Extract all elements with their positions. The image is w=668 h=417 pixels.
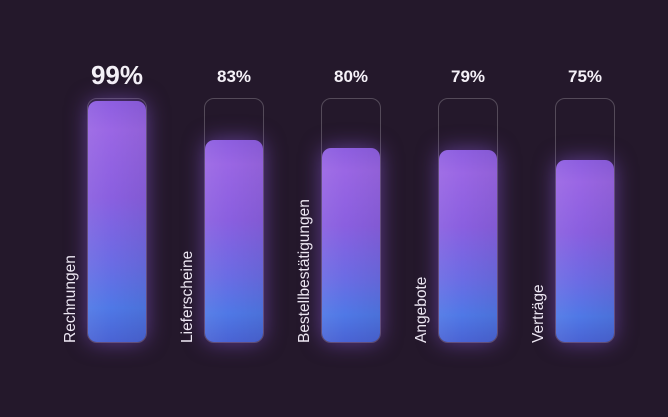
category-label: Angebote <box>413 276 430 343</box>
bar-column: 99% Rechnungen <box>62 0 147 417</box>
bar-column: 83% Lieferscheine <box>179 0 264 417</box>
bar <box>88 101 146 342</box>
bar-value-label: 83% <box>216 67 252 86</box>
bar-track <box>321 98 381 343</box>
bar-column: 80% Bestellbestätigungen <box>296 0 381 417</box>
bar-column: 75% Verträge <box>530 0 615 417</box>
bar-track <box>555 98 615 343</box>
bar-value-label: 80% <box>333 67 369 86</box>
bar-track <box>87 98 147 343</box>
bar-value-label: 99% <box>90 60 144 90</box>
bar <box>556 159 614 342</box>
bar <box>439 150 497 342</box>
bar-track <box>438 98 498 343</box>
category-label: Bestellbestätigungen <box>296 199 313 343</box>
bar-value-label: 79% <box>450 67 486 86</box>
bar <box>322 147 380 342</box>
category-label: Lieferscheine <box>179 250 196 343</box>
category-label: Rechnungen <box>62 255 79 343</box>
category-label: Verträge <box>530 284 547 343</box>
bar-column: 79% Angebote <box>413 0 498 417</box>
bar-track <box>204 98 264 343</box>
bar-value-label: 75% <box>567 67 603 86</box>
bar <box>205 140 263 342</box>
